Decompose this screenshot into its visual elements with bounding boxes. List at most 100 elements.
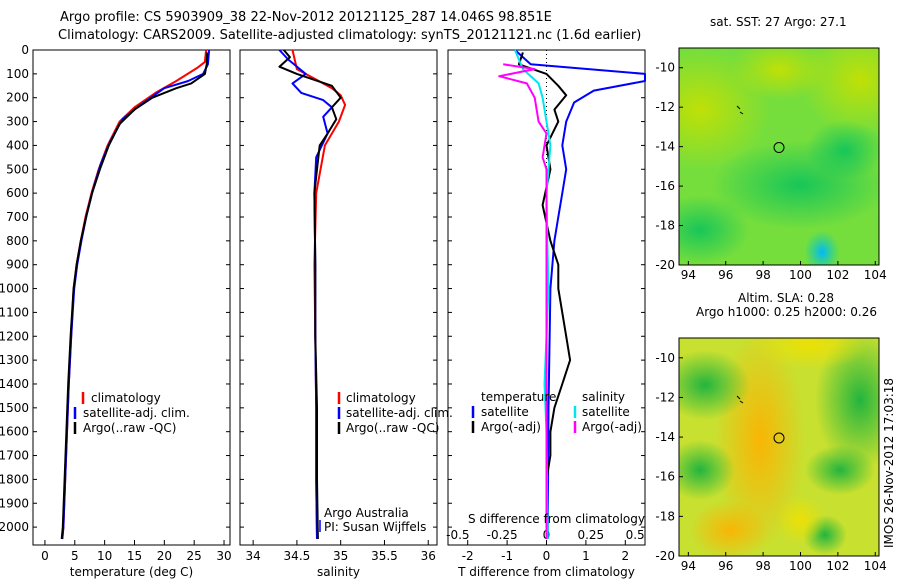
temperature-legend-sat: satellite-adj. clim. [83, 406, 190, 420]
series-line-climatology [291, 49, 347, 540]
figure-title-line2: Climatology: CARS2009. Satellite-adjuste… [58, 28, 642, 43]
map-y-tick-label: -20 [655, 258, 675, 272]
sla-map-title-line2: Argo h1000: 0.25 h2000: 0.26 [696, 305, 877, 319]
map-x-tick-label: 100 [789, 268, 812, 282]
x-tick-label: -2 [462, 549, 474, 563]
salinity-axes: 34 34.5 35 35.5 36 salinity [240, 49, 437, 579]
figure-title-line1: Argo profile: CS 5903909_38 22-Nov-2012 … [60, 10, 552, 25]
y-tick-label: 300 [6, 115, 29, 129]
s-tick-label: 0.5 [626, 528, 645, 542]
x-tick-label: 15 [127, 549, 142, 563]
diff-s-axis-label: S difference from climatology [468, 512, 645, 526]
y-tick-label: 800 [6, 234, 29, 248]
temperature-legend: climatology satellite-adj. clim. Argo(..… [73, 391, 190, 435]
map-y-tick-label: -18 [655, 219, 675, 233]
map-x-tick-label: 96 [718, 268, 733, 282]
y-tick-label: 1700 [0, 449, 29, 463]
y-tick-label: 400 [6, 138, 29, 152]
x-tick-label: -1 [501, 549, 513, 563]
series-line-argo [60, 52, 209, 540]
x-tick-label: 36 [421, 549, 436, 563]
watermark: IMOS 26-Nov-2012 17:03:18 [882, 378, 896, 548]
diff-legend-sal-sat: satellite [582, 405, 630, 419]
series-line-argo [517, 52, 572, 539]
sst-map-title: sat. SST: 27 Argo: 27.1 [710, 15, 847, 29]
x-tick-label: 34 [245, 549, 260, 563]
x-tick-label: 25 [187, 549, 202, 563]
salinity-legend: climatology satellite-adj. clim. Argo(..… [319, 391, 453, 534]
map-y-tick-label: -12 [655, 100, 675, 114]
map-x-tick-label: 102 [826, 559, 849, 573]
x-tick-label: 0 [41, 549, 49, 563]
diff-legend-sal-title: salinity [582, 390, 625, 404]
x-tick-label: 10 [97, 549, 112, 563]
y-tick-label: 1500 [0, 401, 29, 415]
salinity-legend-clim: climatology [346, 391, 416, 405]
y-tick-label: 200 [6, 91, 29, 105]
difference-axes: -2 -1 0 1 2 T difference from climatology -0.5… [446, 49, 646, 579]
map-y-tick-label: -14 [655, 430, 675, 444]
map-x-tick-label: 100 [789, 559, 812, 573]
map-x-tick-label: 104 [864, 268, 887, 282]
series-line-sat_s [514, 49, 552, 540]
map-y-tick-label: -16 [655, 470, 675, 484]
y-tick-label: 600 [6, 186, 29, 200]
y-tick-label: 0 [21, 43, 29, 57]
series-line-argo_s [498, 63, 548, 539]
x-axis-label: salinity [317, 565, 360, 579]
y-tick-label: 1300 [0, 353, 29, 367]
x-axis-label: T difference from climatology [457, 565, 635, 579]
map-x-tick-label: 98 [755, 268, 770, 282]
difference-legend: temperature salinity satellite Argo(-adj… [468, 390, 645, 526]
diff-legend-temp-title: temperature [481, 390, 556, 404]
s-tick-label: -0.5 [446, 528, 469, 542]
map-y-tick-label: -10 [655, 61, 675, 75]
y-tick-label: 1200 [0, 329, 29, 343]
temperature-legend-clim: climatology [91, 391, 161, 405]
sla-map: Altim. SLA: 0.28 Argo h1000: 0.25 h2000:… [655, 291, 886, 573]
map-y-tick-label: -12 [655, 390, 675, 404]
y-tick-label: 1100 [0, 305, 29, 319]
credit-line2: PI: Susan Wijffels [324, 520, 426, 534]
y-tick-label: 500 [6, 162, 29, 176]
y-tick-label: 1900 [0, 496, 29, 510]
map-y-tick-label: -16 [655, 179, 675, 193]
temperature-axes: 0 5 10 15 20 25 300100200300400500600700800900… [0, 43, 232, 579]
x-tick-label: 2 [621, 549, 629, 563]
sst-float-marker [773, 142, 785, 154]
map-x-tick-label: 98 [755, 559, 770, 573]
diff-legend-sal-argo: Argo(-adj) [582, 420, 642, 434]
x-tick-label: 35 [333, 549, 348, 563]
map-y-tick-label: -14 [655, 140, 675, 154]
map-x-tick-label: 94 [681, 559, 696, 573]
temperature-legend-argo: Argo(..raw -QC) [83, 421, 176, 435]
series-line-satellite [61, 49, 211, 540]
y-tick-label: 900 [6, 258, 29, 272]
map-y-tick-label: -10 [655, 351, 675, 365]
sla-float-marker [773, 432, 785, 444]
diff-legend-temp-sat: satellite [481, 405, 529, 419]
x-axis-label: temperature (deg C) [70, 565, 193, 579]
temperature-panel-frame [32, 49, 231, 546]
series-line-satellite [514, 49, 646, 540]
x-tick-label: 1 [582, 549, 590, 563]
diff-legend-temp-argo: Argo(-adj) [481, 420, 541, 434]
y-tick-label: 1400 [0, 377, 29, 391]
series-line-argo [278, 49, 342, 540]
salinity-legend-argo: Argo(..raw -QC) [346, 421, 439, 435]
y-tick-label: 1000 [0, 282, 29, 296]
x-tick-label: 30 [216, 549, 231, 563]
x-tick-label: 35.5 [371, 549, 398, 563]
y-tick-label: 700 [6, 210, 29, 224]
map-x-tick-label: 96 [718, 559, 733, 573]
credit-line1: Argo Australia [324, 506, 409, 520]
salinity-panel-frame [239, 49, 438, 546]
map-x-tick-label: 102 [826, 268, 849, 282]
x-tick-label: 0 [543, 549, 551, 563]
sst-map: sat. SST: 27 Argo: 27.1 94 96 98 100 102 104 -… [655, 15, 887, 282]
x-tick-label: 34.5 [284, 549, 311, 563]
y-tick-label: 1600 [0, 425, 29, 439]
y-tick-label: 100 [6, 67, 29, 81]
y-tick-label: 2000 [0, 520, 29, 534]
